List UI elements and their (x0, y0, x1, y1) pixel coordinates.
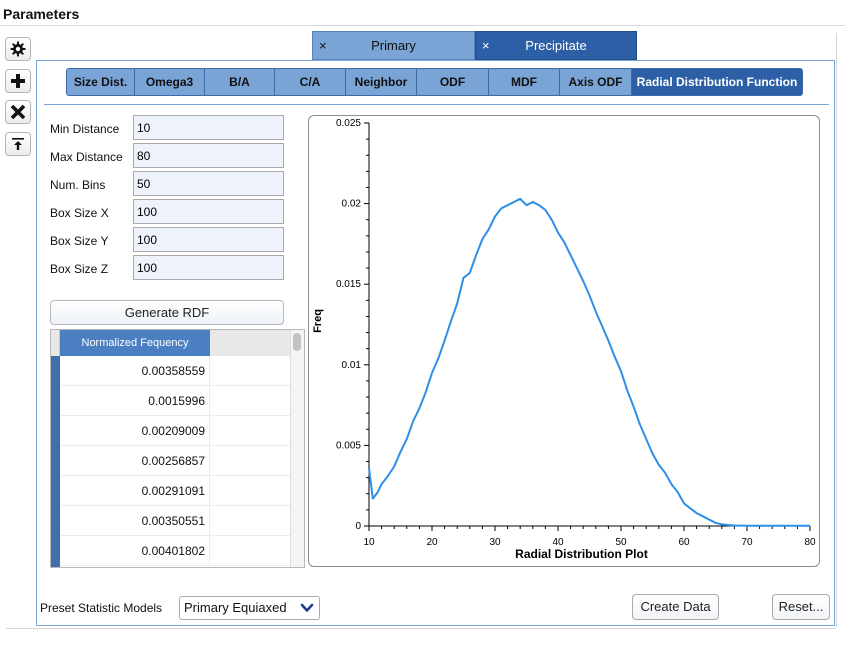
bottom-divider (6, 628, 836, 629)
table-scrollbar-thumb[interactable] (293, 333, 301, 351)
table-row[interactable]: 0.00256857 (60, 446, 290, 476)
x-tick-label: 50 (615, 537, 627, 548)
subtab-size-dist[interactable]: Size Dist. (67, 69, 135, 95)
subtab-mdf[interactable]: MDF (489, 69, 560, 95)
preset-models-select[interactable]: Primary Equiaxed (179, 596, 320, 620)
preset-models-label: Preset Statistic Models (40, 601, 163, 615)
box-size-z-label: Box Size Z (50, 262, 109, 276)
add-button[interactable] (5, 69, 31, 93)
box-size-z-field[interactable] (133, 255, 284, 280)
generate-rdf-button[interactable]: Generate RDF (50, 300, 284, 325)
y-tick-label: 0.025 (336, 118, 361, 129)
y-tick-label: 0.01 (342, 360, 362, 371)
tab-precipitate-label: Precipitate (525, 38, 587, 53)
table-cell[interactable]: 0.00209009 (60, 416, 210, 446)
x-tick-label: 30 (489, 537, 501, 548)
plus-icon (11, 74, 25, 88)
subtab-divider (44, 104, 829, 105)
rdf-chart: 0 0.005 0.01 0.015 0.02 0.025 10 20 30 40 50 60 70 80… (312, 118, 816, 561)
tab-precipitate[interactable]: × Precipitate (475, 31, 637, 60)
subtab-c-a[interactable]: C/A (275, 69, 346, 95)
frequency-table: Normalized Fequency 0.00358559 0.0015996… (50, 329, 305, 568)
table-row[interactable]: 0.00350551 (60, 506, 290, 536)
table-cell[interactable]: 0.00291091 (60, 476, 210, 506)
move-to-top-icon (12, 138, 24, 150)
subtab-odf[interactable]: ODF (417, 69, 489, 95)
subtab-radial-distribution-function[interactable]: Radial Distribution Function (632, 69, 802, 95)
table-row[interactable]: 0.00291091 (60, 476, 290, 506)
table-column-header[interactable]: Normalized Fequency (60, 330, 210, 356)
box-size-y-field[interactable] (133, 227, 284, 252)
box-size-y-label: Box Size Y (50, 234, 109, 248)
tab-primary[interactable]: × Primary (312, 31, 475, 60)
min-distance-label: Min Distance (50, 122, 120, 136)
x-tick-label: 80 (804, 537, 816, 548)
subtab-axis-odf[interactable]: Axis ODF (560, 69, 632, 95)
move-to-top-button[interactable] (5, 132, 31, 156)
num-bins-field[interactable] (133, 171, 284, 196)
rdf-series-line (368, 197, 810, 527)
max-distance-field[interactable] (133, 143, 284, 168)
rdf-plot-frame: 0 0.005 0.01 0.015 0.02 0.025 10 20 30 40 50 60 70 80… (308, 115, 820, 567)
x-tick-label: 70 (741, 537, 753, 548)
subtab-neighbor[interactable]: Neighbor (346, 69, 417, 95)
subtab-omega3[interactable]: Omega3 (135, 69, 205, 95)
y-tick-label: 0.015 (336, 279, 361, 290)
x-tick-label: 60 (678, 537, 690, 548)
gear-icon (10, 41, 26, 57)
table-cell[interactable]: 0.00401802 (60, 536, 210, 566)
table-cell[interactable]: 0.00256857 (60, 446, 210, 476)
right-divider (836, 33, 837, 627)
box-size-x-label: Box Size X (50, 206, 109, 220)
table-cell[interactable]: 0.0015996 (60, 386, 210, 416)
remove-button[interactable] (5, 100, 31, 124)
y-tick-label: 0.005 (336, 440, 361, 451)
settings-button[interactable] (5, 37, 31, 61)
table-cell[interactable]: 0.00350551 (60, 506, 210, 536)
x-tick-label: 20 (426, 537, 438, 548)
tab-precipitate-close-icon[interactable]: × (482, 38, 490, 53)
title-divider (0, 25, 845, 26)
box-size-x-field[interactable] (133, 199, 284, 224)
num-bins-label: Num. Bins (50, 178, 106, 192)
table-row[interactable]: 0.00358559 (60, 356, 290, 386)
x-tick-label: 10 (363, 537, 375, 548)
reset-button[interactable]: Reset... (772, 594, 830, 620)
chevron-down-icon (300, 603, 314, 612)
table-scrollbar[interactable] (290, 330, 304, 567)
table-row[interactable]: 0.0015996 (60, 386, 290, 416)
y-axis-label: Freq (312, 309, 324, 333)
table-row[interactable]: 0.00209009 (60, 416, 290, 446)
window-title: Parameters (3, 6, 80, 22)
preset-models-value: Primary Equiaxed (184, 600, 287, 615)
table-row[interactable]: 0.00401802 (60, 536, 290, 566)
tab-primary-label: Primary (371, 38, 416, 53)
subtab-bar: Size Dist. Omega3 B/A C/A Neighbor ODF M… (66, 68, 803, 96)
close-icon (10, 104, 26, 120)
row-header-strip[interactable] (51, 356, 60, 567)
min-distance-field[interactable] (133, 115, 284, 140)
subtab-b-a[interactable]: B/A (205, 69, 275, 95)
y-tick-label: 0 (355, 521, 361, 532)
max-distance-label: Max Distance (50, 150, 123, 164)
create-data-button[interactable]: Create Data (632, 594, 719, 620)
table-corner (51, 330, 60, 356)
x-tick-label: 40 (552, 537, 564, 548)
table-cell[interactable]: 0.00358559 (60, 356, 210, 386)
tab-primary-close-icon[interactable]: × (319, 38, 327, 53)
x-axis-label: Radial Distribution Plot (515, 547, 648, 561)
table-header-filler (210, 330, 290, 356)
y-tick-label: 0.02 (342, 199, 362, 210)
